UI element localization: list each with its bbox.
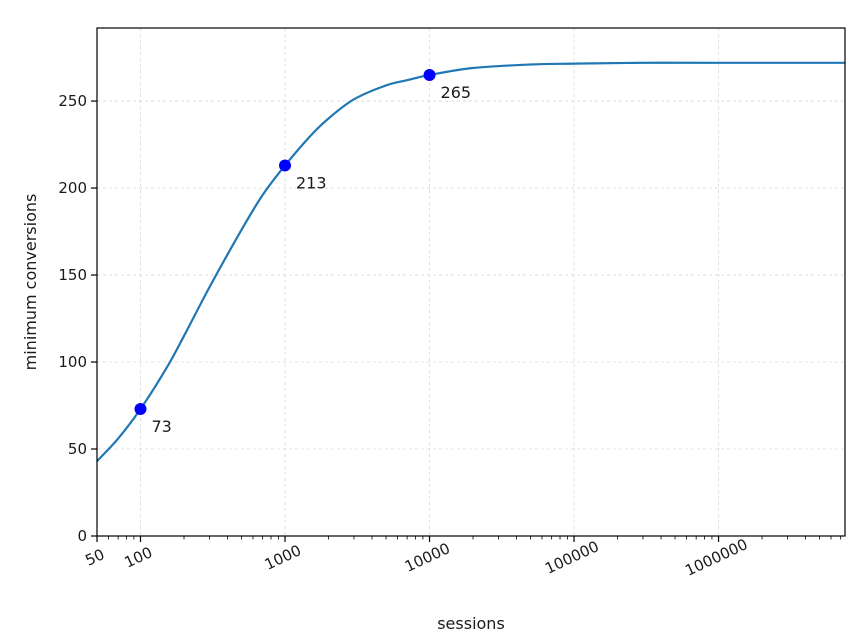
x-axis-label: sessions	[437, 614, 505, 633]
plot-frame	[96, 27, 846, 537]
x-tick-label: 1000000	[682, 535, 750, 580]
x-tick-label: 100000	[542, 537, 602, 578]
highlight-point	[134, 403, 147, 415]
y-axis-label: minimum conversions	[21, 194, 40, 371]
y-tick-label: 150	[58, 266, 87, 284]
x-tick-label: 10000	[402, 539, 453, 575]
x-tick-label: 1000	[262, 541, 304, 573]
grid-layer	[97, 28, 845, 536]
point-annotation: 73	[152, 417, 172, 436]
y-tick-label: 200	[58, 179, 87, 197]
x-tick-label: 100	[122, 543, 156, 571]
point-annotation: 213	[296, 173, 327, 192]
y-tick-label: 250	[58, 92, 87, 110]
x-tick-label: 50	[82, 545, 107, 569]
points-layer: 73 213 265	[134, 68, 472, 436]
y-tick-label: 0	[77, 527, 87, 545]
highlight-point	[423, 68, 436, 81]
y-tick-label: 50	[68, 440, 87, 458]
series-line	[96, 61, 845, 462]
point-annotation: 265	[441, 83, 472, 102]
highlight-point	[279, 159, 292, 172]
y-tick-label: 100	[58, 353, 87, 371]
